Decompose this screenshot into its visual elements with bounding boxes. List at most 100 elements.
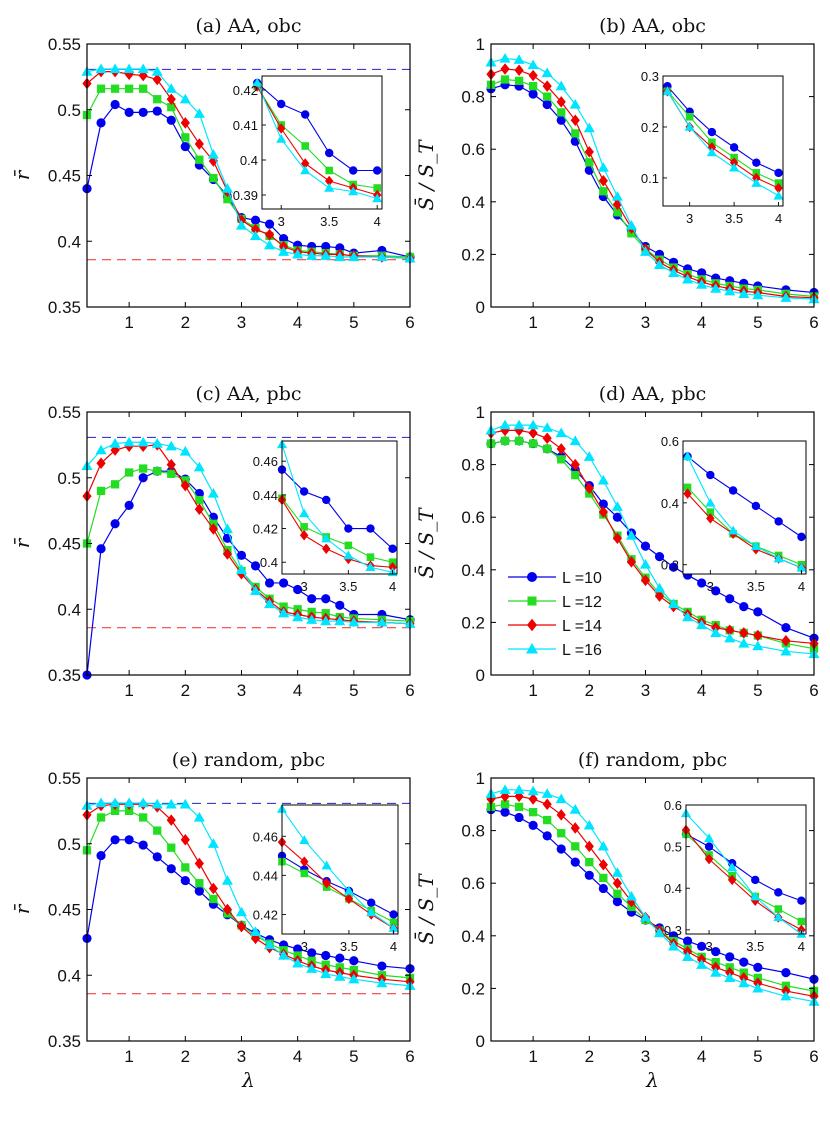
inset-series-line-2 — [281, 841, 394, 929]
y-tick-label: 0 — [476, 298, 485, 317]
series-line-2 — [490, 429, 815, 645]
inset-data-point — [343, 550, 354, 560]
y-tick-label: 0 — [476, 1032, 485, 1051]
data-point — [166, 115, 176, 125]
data-point — [193, 461, 205, 472]
data-point — [235, 219, 247, 230]
x-tick-label: 5 — [753, 1047, 762, 1066]
inset-data-point — [774, 888, 783, 897]
data-point — [306, 250, 318, 260]
data-point — [542, 99, 552, 110]
inset-data-point — [728, 525, 739, 535]
inset-data-point — [389, 910, 398, 919]
data-point — [138, 107, 148, 117]
data-point — [555, 427, 567, 438]
data-point — [221, 183, 233, 193]
data-point — [543, 815, 552, 825]
series-line-1 — [86, 88, 411, 258]
y-axis-label: r̄ — [10, 903, 34, 914]
data-point — [710, 627, 722, 638]
data-point — [597, 162, 609, 172]
data-point — [585, 158, 594, 167]
x-tick-label: 4 — [697, 681, 706, 700]
data-point — [583, 122, 595, 133]
data-point — [738, 637, 750, 648]
data-point — [514, 802, 524, 812]
y-tick-label: 0.6 — [461, 140, 485, 159]
data-point — [542, 432, 552, 445]
inset-frame — [685, 804, 807, 935]
data-point — [513, 419, 525, 430]
y-tick-label: 0.2 — [461, 245, 485, 264]
data-point — [654, 590, 665, 602]
inset-series-line-3 — [687, 456, 802, 569]
data-point — [321, 594, 331, 604]
y-tick-label: 0.4 — [461, 561, 485, 580]
data-point — [306, 963, 318, 973]
inset-background — [663, 76, 783, 206]
inset-data-point — [751, 875, 760, 885]
data-point — [153, 826, 162, 835]
data-point — [528, 793, 538, 805]
y-tick-label: 1 — [476, 769, 485, 788]
data-point — [542, 798, 552, 811]
y-tick-label: 0 — [476, 666, 485, 685]
data-point — [612, 877, 622, 889]
data-point — [528, 89, 538, 99]
inset-data-point — [349, 166, 358, 175]
data-point — [207, 148, 219, 159]
data-point — [528, 820, 538, 830]
data-point — [96, 118, 106, 128]
data-point — [639, 246, 651, 256]
data-point — [124, 500, 134, 510]
inset-series-line-0 — [687, 456, 802, 538]
inset-data-point — [367, 898, 376, 907]
y-axis-label: r̄ — [10, 169, 34, 180]
inset-frame — [281, 440, 398, 575]
x-tick-label: 3 — [237, 313, 246, 332]
data-point — [139, 84, 148, 93]
data-point — [738, 288, 750, 298]
data-point — [236, 920, 247, 933]
data-point — [752, 982, 764, 993]
data-point — [611, 501, 623, 511]
inset-series-line-3 — [256, 82, 378, 200]
data-point — [613, 208, 622, 217]
legend: L =10 L =12 L =14 L =16 — [500, 560, 602, 664]
data-point — [194, 503, 204, 516]
inset-data-point — [684, 121, 695, 131]
data-point — [683, 936, 693, 946]
axes-frame — [490, 777, 815, 1042]
data-point — [138, 840, 148, 850]
x-tick-label: 6 — [405, 1047, 414, 1066]
data-point — [180, 117, 190, 129]
data-point — [195, 495, 204, 505]
data-point — [110, 835, 120, 845]
data-point — [292, 248, 304, 259]
panel-3: (d) AA, pbc 1 2 3 4 5 6 0 0.2 0.4 0.6 0.8 1 S̄ / S_T 3… — [413, 383, 820, 700]
data-point — [542, 831, 552, 841]
data-point — [335, 243, 345, 253]
data-point — [139, 464, 148, 473]
data-point — [334, 615, 346, 626]
y-tick-label: 0.45 — [48, 535, 81, 554]
legend-marker — [527, 618, 537, 632]
series-line-3 — [86, 441, 411, 625]
inset-data-point — [299, 835, 310, 844]
x-tick-label: 2 — [585, 1047, 594, 1066]
data-point — [527, 785, 539, 796]
data-point — [528, 69, 538, 82]
inset-data-point — [796, 562, 807, 572]
data-point — [611, 867, 623, 877]
data-point — [640, 574, 651, 587]
inset-x-tick-label: 3.5 — [746, 939, 764, 954]
data-point — [376, 251, 388, 262]
data-point — [725, 594, 735, 604]
inset-data-point — [299, 487, 309, 496]
data-point — [639, 911, 651, 922]
data-point — [180, 834, 190, 846]
y-tick-label: 0.4 — [57, 232, 81, 251]
data-point — [500, 807, 510, 817]
data-point — [167, 102, 176, 112]
x-axis-label: λ — [241, 1068, 255, 1092]
